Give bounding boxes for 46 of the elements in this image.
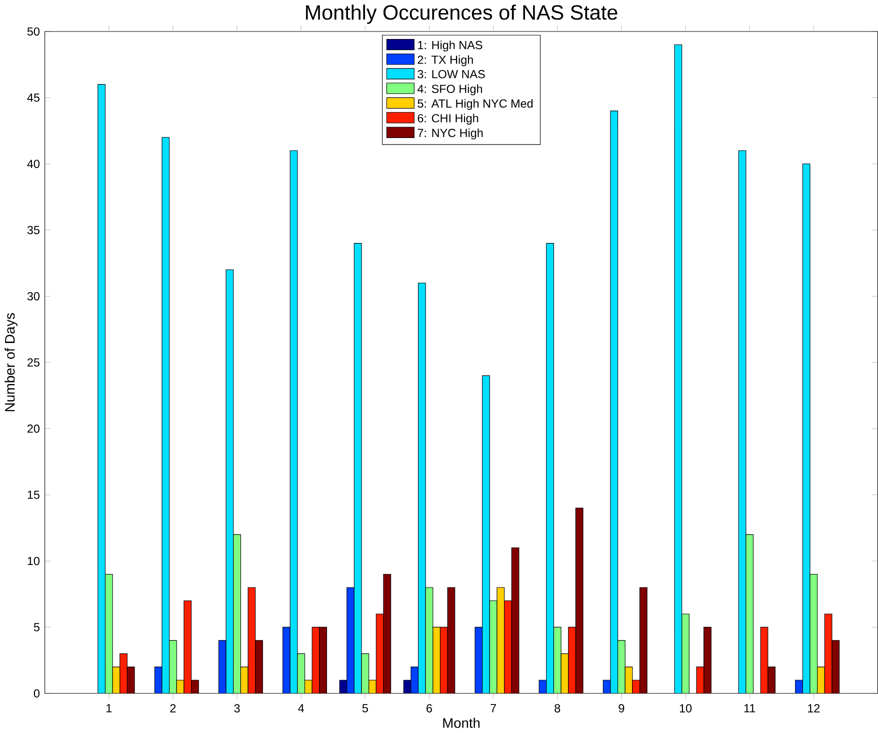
x-tick-label: 3 (234, 704, 240, 713)
y-tick-label: 40 (27, 160, 40, 168)
y-tick-label: 10 (28, 557, 40, 566)
bar (169, 640, 177, 694)
x-tick-label: 8 (554, 704, 560, 713)
x-tick-label: 2 (170, 704, 176, 713)
bar (704, 627, 712, 694)
y-axis-title: Number of Days (4, 313, 18, 412)
y-tick-label: 0 (34, 690, 40, 698)
bar (282, 627, 290, 694)
y-tick-label: 5 (34, 623, 40, 632)
chart-title: Monthly Occurences of NAS State (306, 4, 618, 24)
bar (191, 680, 199, 694)
bar (618, 640, 626, 694)
x-tick-label: 6 (426, 704, 432, 713)
x-tick-label: 4 (298, 704, 304, 712)
bar (346, 587, 354, 694)
bar (233, 534, 241, 694)
legend-label: 6: CHI High (418, 114, 478, 125)
legend-label: 3: LOW NAS (418, 70, 485, 79)
y-tick-label: 30 (27, 292, 40, 301)
x-tick-label: 7 (490, 704, 496, 712)
x-tick-label: 10 (680, 704, 692, 713)
y-tick-label: 20 (28, 424, 40, 434)
bar (319, 627, 328, 694)
x-tick-label: 1 (106, 704, 112, 712)
bar (255, 640, 263, 694)
bar (768, 666, 776, 694)
y-tick-label: 35 (27, 226, 40, 234)
y-tick-label: 50 (27, 28, 40, 36)
legend-label: 5: ATL High NYC Med (418, 99, 533, 110)
legend-label: 4: SFO High (417, 84, 482, 96)
legend-label: 2: TX High (418, 56, 473, 66)
y-tick-label: 25 (28, 358, 40, 367)
y-tick-label: 15 (28, 490, 40, 500)
x-tick-label: 11 (744, 704, 756, 712)
bar (639, 587, 648, 694)
x-tick-label: 5 (362, 704, 368, 713)
x-tick-label: 9 (618, 704, 624, 713)
x-tick-label: 12 (808, 704, 820, 713)
legend-label: 1: High NAS (418, 40, 482, 52)
bar (682, 614, 690, 694)
x-axis-title: Month (443, 718, 480, 728)
bar (795, 680, 803, 694)
y-tick-label: 45 (27, 94, 40, 102)
legend-label: 7: NYC High (418, 128, 483, 140)
